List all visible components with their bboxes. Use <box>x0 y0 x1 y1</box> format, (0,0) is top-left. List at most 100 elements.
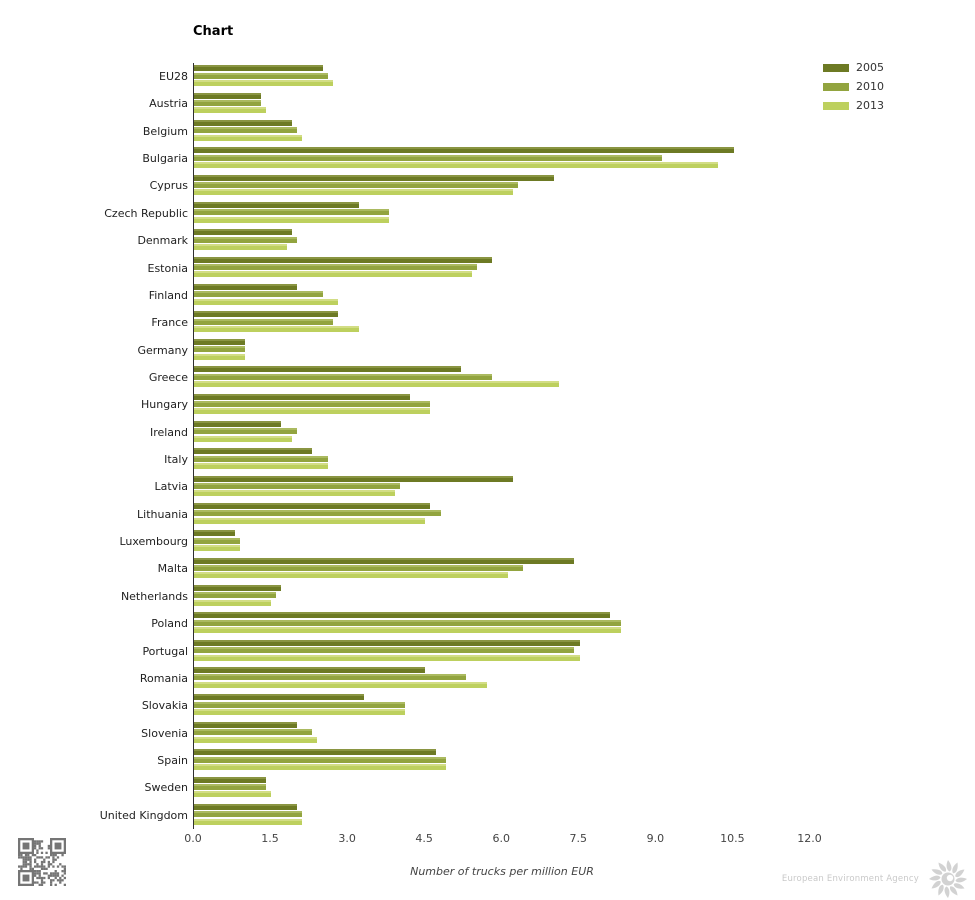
bar-2013[interactable] <box>194 545 241 552</box>
bar-2013[interactable] <box>194 244 287 251</box>
bar-2005[interactable] <box>194 612 611 619</box>
category-bars <box>193 774 975 802</box>
bar-2010[interactable] <box>194 154 662 161</box>
bar-2005[interactable] <box>194 502 431 509</box>
bar-2013[interactable] <box>194 654 580 661</box>
category-label: Slovakia <box>141 699 188 713</box>
bar-2005[interactable] <box>194 585 282 592</box>
legend-item-2010[interactable]: 2010 <box>823 77 884 96</box>
bar-2013[interactable] <box>194 435 292 442</box>
bar-2010[interactable] <box>194 482 400 489</box>
bar-2005[interactable] <box>194 694 364 701</box>
bar-2010[interactable] <box>194 756 446 763</box>
category-bars <box>193 336 975 364</box>
bar-2013[interactable] <box>194 79 333 86</box>
bar-2005[interactable] <box>194 475 513 482</box>
category-bars <box>193 418 975 447</box>
bar-2005[interactable] <box>194 667 426 674</box>
bar-2013[interactable] <box>194 216 390 223</box>
bar-2010[interactable] <box>194 811 302 818</box>
bar-2005[interactable] <box>194 174 554 181</box>
category-bars <box>193 63 975 91</box>
bar-2010[interactable] <box>194 264 477 271</box>
bar-2010[interactable] <box>194 729 313 736</box>
bar-2005[interactable] <box>194 448 313 455</box>
bar-2010[interactable] <box>194 592 277 599</box>
bar-2010[interactable] <box>194 619 621 626</box>
bar-2013[interactable] <box>194 463 328 469</box>
category-row: Denmark <box>0 227 975 255</box>
bar-2010[interactable] <box>194 647 575 654</box>
bar-2005[interactable] <box>194 530 236 537</box>
bar-2010[interactable] <box>194 701 405 708</box>
bar-2013[interactable] <box>194 298 338 305</box>
bar-2010[interactable] <box>194 291 323 298</box>
bar-2010[interactable] <box>194 182 518 189</box>
legend-item-2013[interactable]: 2013 <box>823 96 884 115</box>
bar-2010[interactable] <box>194 72 328 79</box>
bar-2010[interactable] <box>194 209 390 216</box>
category-label: Spain <box>157 753 188 767</box>
bar-2013[interactable] <box>194 517 426 524</box>
bar-2010[interactable] <box>194 400 431 407</box>
bar-2005[interactable] <box>194 311 338 318</box>
bar-2010[interactable] <box>194 565 523 572</box>
bar-2005[interactable] <box>194 92 261 99</box>
bar-2005[interactable] <box>194 147 734 154</box>
bar-2013[interactable] <box>194 681 487 688</box>
bar-2010[interactable] <box>194 318 333 325</box>
bar-2005[interactable] <box>194 776 266 783</box>
bar-2013[interactable] <box>194 326 359 333</box>
bar-2005[interactable] <box>194 749 436 756</box>
bar-2010[interactable] <box>194 674 467 681</box>
bar-2005[interactable] <box>194 803 297 810</box>
bar-2013[interactable] <box>194 709 405 716</box>
bar-2013[interactable] <box>194 763 446 770</box>
bar-2010[interactable] <box>194 783 266 790</box>
legend-item-2005[interactable]: 2005 <box>823 58 884 77</box>
category-bars <box>193 309 975 337</box>
bar-2010[interactable] <box>194 236 297 243</box>
bar-2013[interactable] <box>194 599 272 606</box>
bar-2013[interactable] <box>194 107 266 114</box>
bar-2005[interactable] <box>194 201 359 208</box>
bar-2010[interactable] <box>194 346 246 353</box>
bar-2013[interactable] <box>194 736 318 743</box>
bar-2005[interactable] <box>194 721 297 728</box>
category-label: Czech Republic <box>104 206 188 220</box>
bar-2010[interactable] <box>194 537 241 544</box>
bar-2013[interactable] <box>194 271 472 278</box>
bar-2010[interactable] <box>194 455 328 462</box>
bar-2013[interactable] <box>194 572 508 579</box>
bar-2005[interactable] <box>194 229 292 236</box>
bar-2013[interactable] <box>194 380 559 387</box>
bar-2013[interactable] <box>194 189 513 196</box>
bar-2013[interactable] <box>194 408 431 415</box>
bar-2005[interactable] <box>194 557 575 564</box>
bar-2005[interactable] <box>194 65 323 72</box>
category-row: Latvia <box>0 473 975 501</box>
bar-2005[interactable] <box>194 338 246 345</box>
bar-2010[interactable] <box>194 428 297 435</box>
bar-2013[interactable] <box>194 353 246 360</box>
bar-2005[interactable] <box>194 393 410 400</box>
bar-2010[interactable] <box>194 510 441 517</box>
bar-2010[interactable] <box>194 127 297 134</box>
category-row: Romania <box>0 664 975 693</box>
bar-2013[interactable] <box>194 627 621 634</box>
bar-2005[interactable] <box>194 284 297 291</box>
bar-2013[interactable] <box>194 134 302 141</box>
bar-2005[interactable] <box>194 119 292 126</box>
bar-2010[interactable] <box>194 99 261 106</box>
bar-2005[interactable] <box>194 420 282 427</box>
bar-2013[interactable] <box>194 791 272 798</box>
bar-2005[interactable] <box>194 366 462 373</box>
bar-2005[interactable] <box>194 639 580 646</box>
bar-2010[interactable] <box>194 373 493 380</box>
bar-2013[interactable] <box>194 162 719 169</box>
bar-2013[interactable] <box>194 490 395 497</box>
category-label: Finland <box>148 288 188 302</box>
bar-2005[interactable] <box>194 256 493 263</box>
category-label: Lithuania <box>137 507 188 521</box>
bar-2013[interactable] <box>194 818 302 825</box>
